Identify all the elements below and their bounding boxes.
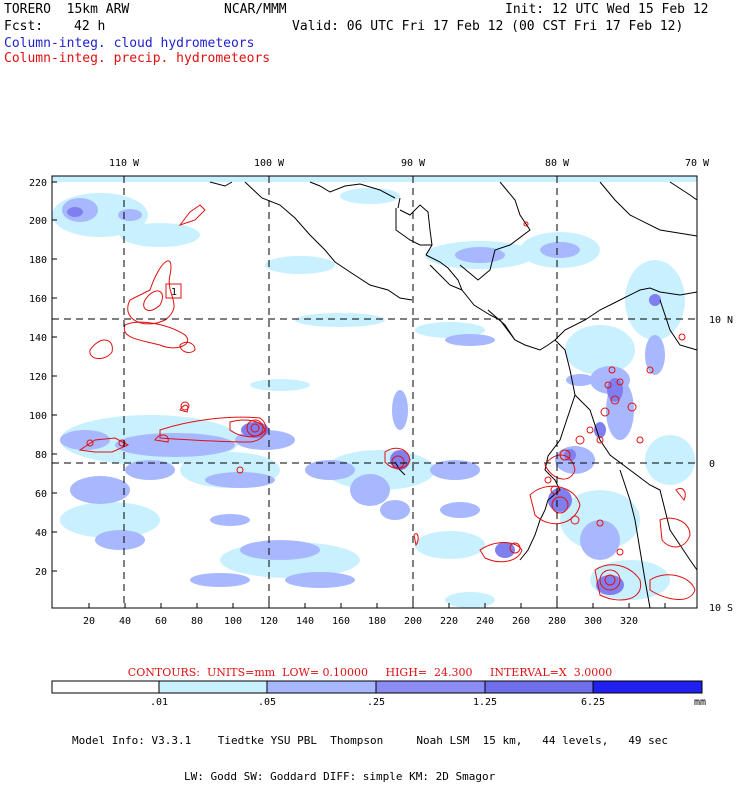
colorbar-label: .01 [150, 697, 168, 708]
colorbar-segment [52, 681, 159, 693]
legend-precip-hydrometeors: Column-integ. precip. hydrometeors [4, 51, 271, 66]
colorbar-label: 1.25 [473, 697, 497, 708]
land-outlines [209, 181, 698, 609]
colorbar-segment [267, 681, 376, 693]
x-tick-label: 220 [440, 616, 458, 627]
y-tick-label: 180 [29, 255, 47, 266]
cloud-field [52, 176, 697, 608]
y-tick-label: 60 [35, 489, 47, 500]
forecast-map: 1 [29, 158, 733, 708]
x-tick-label: 180 [368, 616, 386, 627]
high-marker: 1 [165, 283, 182, 299]
lon-labels-top: 110 W 100 W 90 W 80 W 70 W [109, 158, 710, 169]
cloud-mid-areas [60, 198, 665, 588]
lat-label: 10 N [709, 315, 733, 326]
x-tick-label: 140 [296, 616, 314, 627]
x-tick-label: 200 [404, 616, 422, 627]
x-tick-labels: 20 40 60 80 100 120 140 160 180 200 220 … [83, 616, 638, 627]
x-tick-label: 300 [584, 616, 602, 627]
colorbar-label: .25 [367, 697, 385, 708]
x-tick-label: 320 [620, 616, 638, 627]
model-info-line-1: Model Info: V3.3.1 Tiedtke YSU PBL Thomp… [72, 734, 669, 747]
x-tick-label: 80 [191, 616, 203, 627]
x-tick-label: 120 [260, 616, 278, 627]
x-tick-label: 100 [224, 616, 242, 627]
precip-cells [86, 221, 686, 591]
colorbar-label: .05 [258, 697, 276, 708]
lon-label: 100 W [254, 158, 285, 169]
x-tick-label: 280 [548, 616, 566, 627]
y-tick-label: 100 [29, 411, 47, 422]
high-marker-label: 1 [171, 287, 177, 298]
x-tick-label: 160 [332, 616, 350, 627]
x-tick-label: 240 [476, 616, 494, 627]
model-info-line-2: LW: Godd SW: Goddard DIFF: simple KM: 2D… [184, 770, 496, 783]
x-tick-label: 260 [512, 616, 530, 627]
lon-label: 70 W [685, 158, 710, 169]
y-tick-label: 200 [29, 216, 47, 227]
colorbar-segment [593, 681, 702, 693]
high-marker-box [165, 283, 182, 299]
y-tick-label: 40 [35, 528, 47, 539]
colorbar: .01 .05 .25 1.25 6.25 mm [51, 680, 706, 708]
colorbar-unit: mm [694, 697, 706, 708]
y-tick-label: 160 [29, 294, 47, 305]
lon-label: 90 W [401, 158, 426, 169]
precip-contours [78, 204, 696, 601]
y-tick-label: 80 [35, 450, 47, 461]
forecast-hours: 42 h [74, 19, 106, 34]
lon-label: 110 W [109, 158, 140, 169]
institution: NCAR/MMM [224, 2, 287, 17]
model-info: Model Info: V3.3.1 Tiedtke YSU PBL Thomp… [72, 711, 668, 795]
lon-label: 80 W [545, 158, 570, 169]
model-title: TORERO 15km ARW [4, 2, 130, 17]
y-tick-label: 140 [29, 333, 47, 344]
y-tick-labels: 220 200 180 160 140 120 100 80 60 40 20 [29, 178, 47, 578]
colorbar-segment [376, 681, 485, 693]
x-tick-label: 40 [119, 616, 131, 627]
axis-ticks [52, 181, 666, 608]
x-tick-label: 60 [155, 616, 167, 627]
init-time: Init: 12 UTC Wed 15 Feb 12 [505, 2, 709, 17]
colorbar-segment [159, 681, 267, 693]
y-tick-label: 120 [29, 372, 47, 383]
lat-label: 0 [709, 459, 715, 470]
legend-cloud-hydrometeors: Column-integ. cloud hydrometeors [4, 36, 255, 51]
valid-time: Valid: 06 UTC Fri 17 Feb 12 (00 CST Fri … [292, 19, 684, 34]
colorbar-frame [51, 680, 703, 694]
forecast-label: Fcst: [4, 19, 44, 34]
colorbar-label: 6.25 [581, 697, 605, 708]
x-tick-label: 20 [83, 616, 95, 627]
y-tick-label: 220 [29, 178, 47, 189]
y-tick-label: 20 [35, 567, 47, 578]
lat-label: 10 S [709, 603, 733, 614]
lat-labels-right: 10 N 0 10 S [709, 315, 733, 614]
contours-note: CONTOURS: UNITS=mm LOW= 0.10000 HIGH= 24… [127, 666, 613, 679]
lat-lon-grid [52, 176, 697, 608]
colorbar-segment [485, 681, 593, 693]
cloud-strong-areas [67, 207, 661, 595]
map-frame [51, 175, 698, 609]
